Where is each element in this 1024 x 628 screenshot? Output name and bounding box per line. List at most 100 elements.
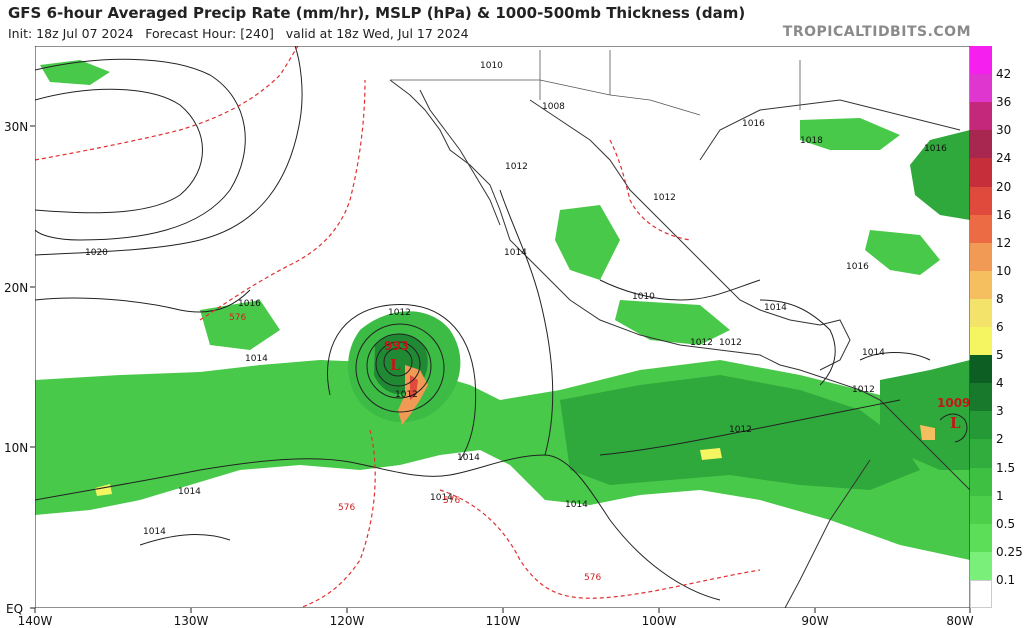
isobar-label: 1012: [690, 338, 713, 348]
colorbar-segment: [970, 270, 992, 300]
colorbar-segment: [970, 495, 992, 525]
colorbar-label: 12: [996, 235, 1012, 250]
isobar-label: 1014: [457, 453, 480, 463]
brand-watermark: TROPICALTIDBITS.COM: [782, 24, 971, 40]
colorbar-label: 20: [996, 179, 1012, 194]
thickness-labels: 576 576 576 576: [229, 313, 601, 583]
colorbar: 42 36 30 24 20 16 12 10 8 6 5 4 3 2 1.5 1 0.5 0.25 0.1: [970, 46, 1024, 608]
lon-label-140w: 140W: [18, 614, 53, 628]
isobar-label: 1012: [653, 193, 676, 203]
lon-label-80w: 80W: [946, 614, 973, 628]
colorbar-segment: [970, 355, 992, 384]
low-pressure-value: 1009: [937, 396, 970, 410]
isobar-label: 1016: [238, 299, 261, 309]
colorbar-segment: [970, 467, 992, 497]
isobar-label: 1014: [245, 354, 268, 364]
colorbar-label: 30: [996, 123, 1012, 138]
isobar-label: 1010: [632, 292, 655, 302]
colorbar-segment: [970, 579, 992, 608]
isobar-label: 1016: [924, 144, 947, 154]
thickness-label: 576: [584, 573, 601, 583]
lon-label-90w: 90W: [801, 614, 828, 628]
low-center-2: 1009 L: [937, 396, 970, 432]
colorbar-segment: [970, 186, 992, 216]
colorbar-segment: [970, 242, 992, 272]
isobar-label: 1014: [504, 248, 527, 258]
thickness-lines: [35, 46, 761, 608]
colorbar-segment: [970, 327, 992, 356]
colorbar-segment: [970, 102, 992, 131]
isobar-label: 1016: [846, 262, 869, 272]
colorbar-segment: [970, 523, 992, 553]
colorbar-label: 6: [996, 320, 1004, 334]
isobar-label: 1012: [388, 308, 411, 318]
isobar-label: 1008: [542, 102, 565, 112]
isobar-label: 1016: [742, 119, 765, 129]
colorbar-label: 1: [996, 488, 1004, 503]
isobar-labels: 1010 1008 1012 1016 1018 1016 1012 1020 …: [85, 61, 947, 537]
lon-label-120w: 120W: [330, 614, 365, 628]
header: GFS 6-hour Averaged Precip Rate (mm/hr),…: [0, 0, 1024, 46]
valid-time: valid at 18z Wed, Jul 17 2024: [285, 26, 469, 41]
axis-labels: 30N 20N 10N EQ 140W 130W 120W 110W 100W …: [4, 120, 974, 628]
lat-label-10n: 10N: [4, 441, 28, 455]
lon-label-130w: 130W: [174, 614, 209, 628]
colorbar-segment: [970, 411, 992, 440]
colorbar-label: 0.5: [996, 516, 1016, 531]
colorbar-label: 1.5: [996, 460, 1016, 475]
thickness-label: 576: [443, 496, 460, 506]
isobar-label: 1012: [505, 162, 528, 172]
init-time: Init: 18z Jul 07 2024: [8, 26, 134, 41]
colorbar-segment: [970, 439, 992, 468]
colorbar-label: 3: [996, 404, 1004, 419]
colorbar-label: 8: [996, 291, 1004, 306]
isobar-label: 1010: [480, 61, 503, 71]
colorbar-label: 0.1: [996, 572, 1016, 587]
low-center-1: 993 L: [384, 339, 409, 374]
colorbar-segment: [970, 130, 992, 159]
colorbar-label: 0.25: [996, 544, 1023, 559]
isobar-label: 1020: [85, 248, 108, 258]
isobar-label: 1012: [729, 425, 752, 435]
colorbar-label: 2: [996, 432, 1004, 447]
low-pressure-value: 993: [384, 339, 409, 353]
lat-label-30n: 30N: [4, 120, 28, 134]
isobar-label: 1014: [862, 348, 885, 358]
colorbar-label: 16: [996, 207, 1012, 222]
map-title: GFS 6-hour Averaged Precip Rate (mm/hr),…: [8, 4, 746, 22]
colorbar-label: 4: [996, 376, 1004, 391]
isobar-label: 1014: [430, 493, 453, 503]
low-symbol: L: [950, 414, 961, 432]
isobar-label: 1012: [719, 338, 742, 348]
colorbar-label: 24: [996, 151, 1012, 166]
colorbar-label: 42: [996, 67, 1012, 82]
lon-label-110w: 110W: [486, 614, 521, 628]
colorbar-segment: [970, 214, 992, 244]
lat-label-20n: 20N: [4, 281, 28, 295]
lat-label-eq: EQ: [6, 602, 23, 616]
thickness-label: 576: [229, 313, 246, 323]
colorbar-segment: [970, 158, 992, 187]
map-subtitle: Init: 18z Jul 07 2024 Forecast Hour: [24…: [8, 26, 469, 41]
colorbar-label: 5: [996, 348, 1004, 363]
colorbar-label: 36: [996, 95, 1012, 110]
isobar-label: 1012: [852, 385, 875, 395]
isobars: [35, 46, 968, 601]
isobar-label: 1018: [800, 136, 823, 146]
colorbar-segment: [970, 551, 992, 581]
isobar-label: 1014: [565, 500, 588, 510]
borders: [390, 50, 801, 116]
colorbar-segment: [970, 46, 992, 75]
isobar-label: 1012: [395, 390, 418, 400]
colorbar-segment: [970, 298, 992, 328]
isobar-label: 1014: [764, 303, 787, 313]
coastlines: [389, 79, 970, 608]
isobar-label: 1014: [143, 527, 166, 537]
low-symbol: L: [390, 356, 401, 374]
colorbar-segment: [970, 74, 992, 103]
lon-label-100w: 100W: [642, 614, 677, 628]
isobar-label: 1014: [178, 487, 201, 497]
forecast-hour: Forecast Hour: [240]: [145, 26, 274, 41]
colorbar-segment: [970, 383, 992, 412]
